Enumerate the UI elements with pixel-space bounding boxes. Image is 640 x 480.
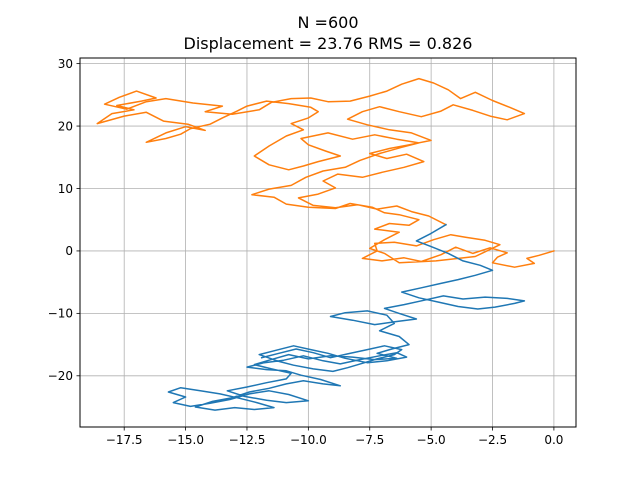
x-tick-label: −7.5 <box>355 433 384 447</box>
y-tick-label: 30 <box>58 57 73 71</box>
y-tick-label: −10 <box>48 307 73 321</box>
y-tick-label: −20 <box>48 369 73 383</box>
y-tick-label: 10 <box>58 182 73 196</box>
walk-series-line-1 <box>96 77 555 268</box>
x-tick-label: −17.5 <box>106 433 143 447</box>
walk-series-line-2 <box>167 223 526 411</box>
axes-frame <box>79 57 577 428</box>
plot-lines <box>96 77 555 411</box>
x-tick-label: −2.5 <box>478 433 507 447</box>
grid <box>80 58 576 427</box>
x-tick-label: −10.0 <box>290 433 327 447</box>
y-tick-label: 20 <box>58 119 73 133</box>
x-axis: −17.5 −15.0 −12.5 −10.0 −7.5 −5.0 −2.5 0.0 <box>106 427 563 447</box>
y-tick-label: 0 <box>65 244 73 258</box>
x-tick-label: −5.0 <box>417 433 446 447</box>
title-line-1: N =600 <box>298 13 359 32</box>
y-axis: −20 −10 0 10 20 30 <box>48 57 80 383</box>
x-tick-label: 0.0 <box>544 433 563 447</box>
x-tick-label: −15.0 <box>167 433 204 447</box>
title-line-2: Displacement = 23.76 RMS = 0.826 <box>184 34 473 53</box>
x-tick-label: −12.5 <box>229 433 266 447</box>
